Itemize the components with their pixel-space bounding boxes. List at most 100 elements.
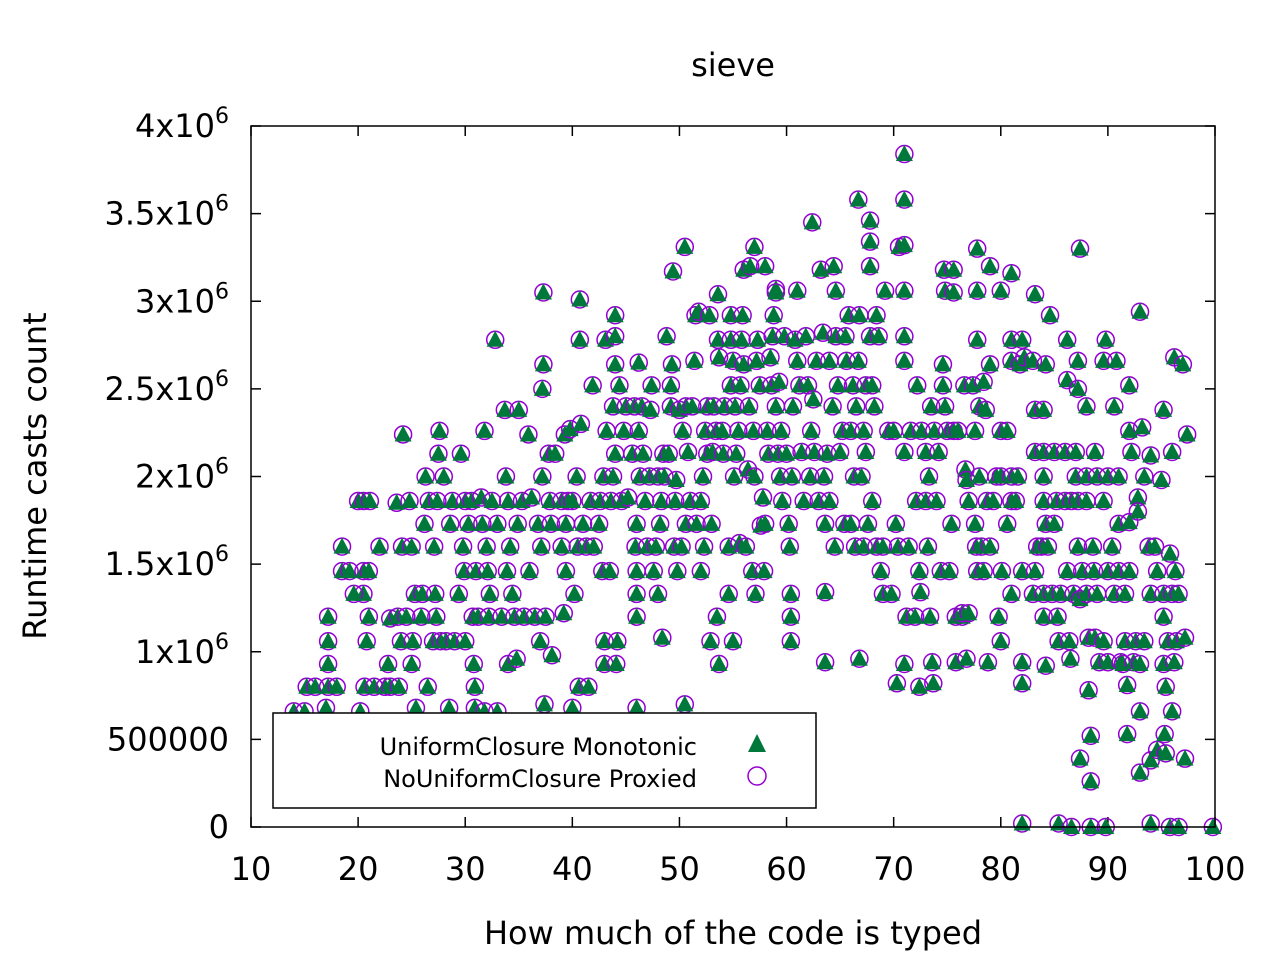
point-uniformClosure-monotonic [1013, 653, 1031, 670]
point-uniformClosure-monotonic [704, 442, 722, 459]
point-uniformClosure-monotonic [662, 376, 680, 393]
point-uniformClosure-monotonic [966, 421, 984, 438]
point-uniformClosure-monotonic [726, 397, 744, 414]
point-uniformClosure-monotonic [850, 649, 868, 666]
point-uniformClosure-monotonic [642, 400, 660, 417]
point-uniformClosure-monotonic [870, 327, 888, 344]
point-uniformClosure-monotonic [473, 514, 491, 531]
point-uniformClosure-monotonic [936, 397, 954, 414]
point-uniformClosure-monotonic [920, 467, 938, 484]
point-uniformClosure-monotonic [579, 677, 597, 694]
x-axis-label: How much of the code is typed [484, 914, 982, 952]
point-uniformClosure-monotonic [1069, 537, 1087, 554]
point-uniformClosure-monotonic [319, 655, 337, 672]
point-uniformClosure-monotonic [407, 698, 425, 715]
point-uniformClosure-monotonic [827, 281, 845, 298]
y-tick-label: 500000 [107, 720, 229, 758]
point-uniformClosure-monotonic [653, 628, 671, 645]
point-uniformClosure-monotonic [476, 421, 494, 438]
point-uniformClosure-monotonic [590, 514, 608, 531]
point-uniformClosure-monotonic [510, 400, 528, 417]
y-tick-label: 3x106 [135, 279, 229, 320]
chart-title: sieve [691, 46, 775, 84]
point-uniformClosure-monotonic [919, 537, 937, 554]
axis-ticks: 10 20 30 40 50 60 70 80 90 100 0 500000 1x106 1.5x106… [104, 104, 1245, 888]
point-uniformClosure-monotonic [816, 583, 834, 600]
point-uniformClosure-monotonic [557, 562, 575, 579]
point-uniformClosure-monotonic [403, 537, 421, 554]
point-uniformClosure-monotonic [720, 584, 738, 601]
point-uniformClosure-monotonic [417, 467, 435, 484]
point-uniformClosure-monotonic [647, 537, 665, 554]
point-uniformClosure-monotonic [630, 353, 648, 370]
point-uniformClosure-monotonic [917, 492, 935, 509]
point-uniformClosure-monotonic [1045, 514, 1063, 531]
point-uniformClosure-monotonic [533, 467, 551, 484]
y-tick-label: 3.5x106 [104, 192, 229, 233]
point-uniformClosure-monotonic [949, 421, 967, 438]
point-uniformClosure-monotonic [1165, 653, 1183, 670]
point-uniformClosure-monotonic [643, 376, 661, 393]
point-uniformClosure-monotonic [1103, 537, 1121, 554]
point-uniformClosure-monotonic [1105, 584, 1123, 601]
legend-box [272, 712, 817, 809]
legend-label-series-1: UniformClosure Monotonic [380, 733, 697, 761]
x-tick-label: 40 [552, 850, 593, 888]
point-uniformClosure-monotonic [606, 355, 624, 372]
point-uniformClosure-monotonic [861, 257, 879, 274]
point-uniformClosure-monotonic [1156, 725, 1174, 742]
point-uniformClosure-monotonic [456, 632, 474, 649]
x-tick-label: 50 [659, 850, 700, 888]
point-uniformClosure-monotonic [1035, 400, 1053, 417]
point-uniformClosure-monotonic [1071, 239, 1089, 256]
point-uniformClosure-monotonic [1037, 656, 1055, 673]
point-uniformClosure-monotonic [960, 492, 978, 509]
point-uniformClosure-monotonic [1024, 584, 1042, 601]
point-uniformClosure-monotonic [1002, 330, 1020, 347]
point-uniformClosure-monotonic [1035, 442, 1053, 459]
point-uniformClosure-monotonic [1152, 471, 1170, 488]
point-uniformClosure-monotonic [1155, 400, 1173, 417]
point-uniformClosure-monotonic [1002, 264, 1020, 281]
point-uniformClosure-monotonic [998, 514, 1016, 531]
point-uniformClosure-monotonic [365, 677, 383, 694]
point-uniformClosure-monotonic [1099, 467, 1117, 484]
point-uniformClosure-monotonic [958, 649, 976, 666]
point-uniformClosure-monotonic [733, 330, 751, 347]
point-uniformClosure-monotonic [984, 492, 1002, 509]
y-tick-label: 4x106 [135, 104, 229, 145]
point-uniformClosure-monotonic [360, 607, 378, 624]
point-uniformClosure-monotonic [1082, 772, 1100, 789]
point-uniformClosure-monotonic [1013, 674, 1031, 691]
point-uniformClosure-monotonic [773, 492, 791, 509]
point-uniformClosure-monotonic [966, 514, 984, 531]
point-uniformClosure-monotonic [784, 397, 802, 414]
point-uniformClosure-monotonic [979, 653, 997, 670]
point-uniformClosure-monotonic [922, 397, 940, 414]
point-uniformClosure-monotonic [412, 607, 430, 624]
point-uniformClosure-monotonic [345, 584, 363, 601]
point-uniformClosure-monotonic [857, 442, 875, 459]
point-uniformClosure-monotonic [1085, 562, 1103, 579]
point-uniformClosure-monotonic [705, 397, 723, 414]
point-uniformClosure-monotonic [1116, 632, 1134, 649]
point-uniformClosure-monotonic [729, 421, 747, 438]
point-uniformClosure-monotonic [1163, 702, 1181, 719]
point-uniformClosure-monotonic [990, 607, 1008, 624]
point-uniformClosure-monotonic [865, 397, 883, 414]
point-uniformClosure-monotonic [741, 257, 759, 274]
point-uniformClosure-monotonic [663, 355, 681, 372]
point-uniformClosure-monotonic [708, 607, 726, 624]
point-uniformClosure-monotonic [700, 306, 718, 323]
point-uniformClosure-monotonic [486, 330, 504, 347]
point-uniformClosure-monotonic [874, 537, 892, 554]
point-uniformClosure-monotonic [466, 698, 484, 715]
point-uniformClosure-monotonic [755, 562, 773, 579]
point-uniformClosure-monotonic [1163, 442, 1181, 459]
point-uniformClosure-monotonic [820, 492, 838, 509]
point-uniformClosure-monotonic [930, 442, 948, 459]
point-uniformClosure-monotonic [676, 237, 694, 254]
point-uniformClosure-monotonic [676, 695, 694, 712]
point-uniformClosure-monotonic [694, 467, 712, 484]
point-uniformClosure-monotonic [868, 306, 886, 323]
